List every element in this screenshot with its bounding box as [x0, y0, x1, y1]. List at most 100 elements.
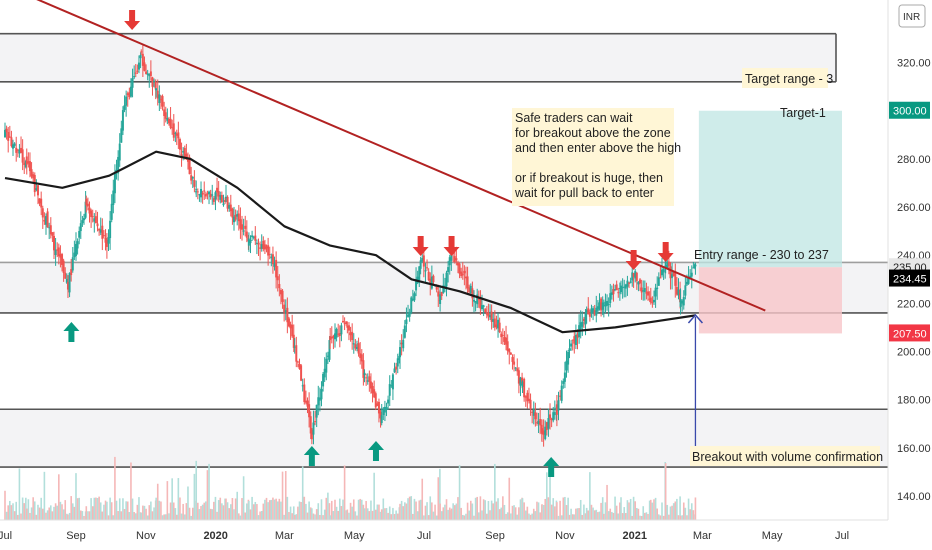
volume-bar [546, 472, 548, 520]
volume-bar [18, 468, 21, 520]
volume-bar [649, 499, 652, 520]
volume-bar [191, 507, 194, 520]
candle-body [51, 232, 54, 236]
price-axis[interactable]: 320.00280.00260.00240.00220.00200.00180.… [887, 0, 931, 520]
volume-bar [59, 501, 62, 520]
candle-body [388, 384, 391, 396]
volume-bar [529, 514, 532, 520]
volume-bar [484, 500, 487, 520]
x-tick-label: Sep [66, 530, 86, 542]
volume-bar [222, 505, 225, 520]
descending-trendline[interactable] [5, 0, 766, 312]
volume-bar [118, 498, 121, 520]
volume-bar [413, 498, 416, 520]
candle-body [109, 220, 112, 239]
volume-bar [444, 504, 446, 520]
volume-bar [38, 507, 41, 520]
candle-body [21, 149, 24, 163]
candle-body [390, 385, 393, 387]
candle-body [310, 429, 313, 440]
candle-body [495, 324, 498, 328]
stop-area [698, 267, 842, 334]
candle-body [607, 303, 610, 306]
breakout-arrowhead-icon [687, 313, 704, 324]
candle-body [309, 416, 312, 434]
candle-body [49, 225, 52, 235]
volume-bar [636, 507, 638, 520]
volume-bar [537, 502, 540, 520]
volume-bar [303, 496, 306, 520]
candle-body [632, 273, 635, 277]
volume-bar [380, 509, 383, 520]
long-position-tool[interactable] [698, 110, 842, 334]
candlestick-series [4, 45, 697, 447]
volume-bar [136, 504, 139, 520]
candle-body [682, 297, 685, 306]
candle-body [125, 96, 128, 106]
currency-badge[interactable] [898, 4, 926, 28]
time-axis[interactable]: Jul Sep Nov 2020 Mar May Jul Sep Nov 2021 Mar May Ju… [0, 519, 888, 542]
candle-body [185, 153, 188, 158]
y-tick-label: 140.00 [897, 491, 931, 503]
volume-bar [657, 514, 660, 520]
candle-body [121, 110, 124, 131]
candle-body [485, 312, 488, 315]
volume-bar [317, 503, 320, 520]
candle-body [666, 261, 669, 269]
candle-body [117, 156, 120, 174]
volume-bar [90, 498, 92, 520]
candle-body [674, 273, 677, 286]
candle-body [265, 246, 268, 249]
candle-body [563, 372, 566, 382]
volume-bar [286, 496, 289, 520]
candle-body [53, 235, 56, 251]
price-marker [889, 324, 930, 342]
volume-bar [106, 501, 108, 520]
candle-body [32, 174, 35, 179]
candle-body [672, 271, 675, 277]
volume-bar [416, 511, 419, 520]
volume-bar [476, 496, 479, 520]
volume-bar [53, 506, 55, 520]
candle-body [153, 80, 156, 83]
volume-bar [216, 511, 218, 520]
volume-bar [573, 514, 576, 520]
candle-body [233, 216, 236, 223]
candle-body [498, 322, 501, 333]
trendline-layer[interactable] [5, 0, 766, 312]
candle-body [610, 292, 613, 295]
candle-body [519, 377, 522, 386]
candle-body [685, 281, 688, 285]
candle-body [342, 320, 345, 323]
candle-body [347, 325, 350, 331]
candle-body [27, 161, 30, 164]
volume-bar [81, 511, 84, 520]
volume-bar [160, 501, 162, 520]
candle-body [508, 349, 511, 353]
candle-body [270, 256, 273, 259]
volume-bar [431, 502, 433, 520]
volume-bar [439, 468, 441, 520]
candle-body [363, 372, 366, 375]
volume-bar [528, 513, 530, 520]
y-tick-label: 200.00 [897, 346, 931, 358]
volume-bar [370, 500, 372, 520]
candle-body [552, 412, 555, 421]
volume-bar [505, 513, 507, 520]
candle-body [460, 271, 463, 276]
candle-body [107, 237, 110, 244]
volume-bar [229, 504, 232, 520]
candle-body [279, 289, 282, 295]
volume-bar [371, 510, 374, 520]
candle-body [70, 269, 73, 276]
arrow-down-icon [412, 236, 429, 256]
note-line: wait for pull back to enter [514, 186, 654, 200]
candle-body [131, 78, 134, 88]
volume-bar [217, 500, 220, 520]
x-tick-label: May [762, 530, 783, 542]
volume-bar [419, 499, 422, 520]
candle-body [175, 133, 178, 136]
volume-bar [248, 500, 250, 520]
candle-body [66, 281, 69, 290]
